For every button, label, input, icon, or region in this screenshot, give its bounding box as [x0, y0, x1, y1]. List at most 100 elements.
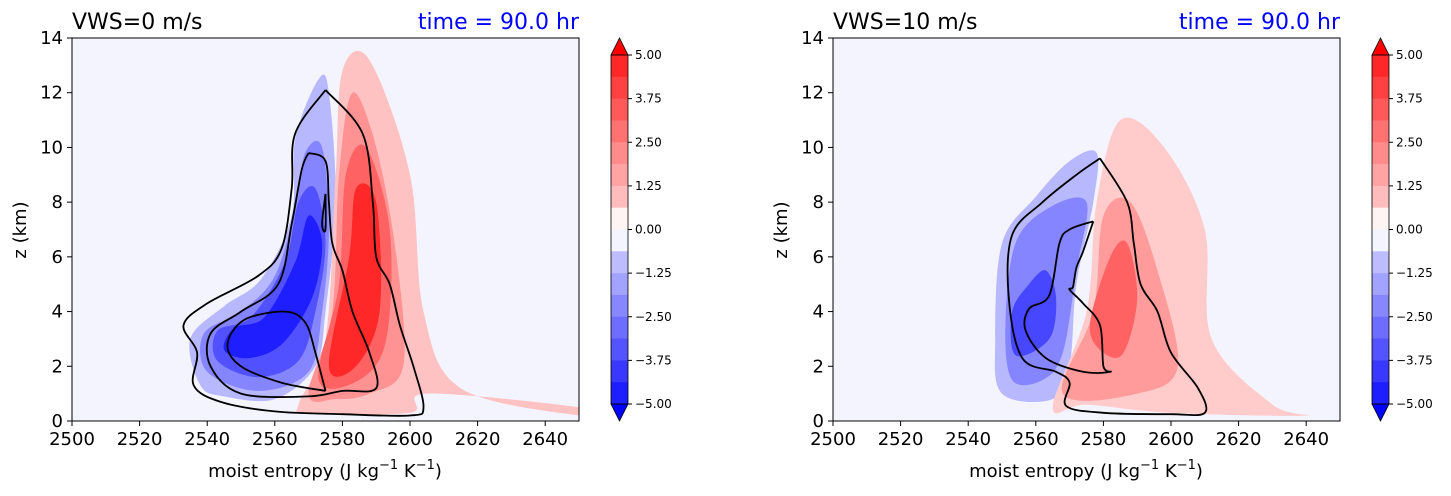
panel-vws-10: 2500 2520 2540 2560 2580 2600 2620 2640 0 2 4 6 8 10…	[771, 10, 1433, 482]
x-axis-label: moist entropy (J kg−1 K−1)	[969, 458, 1203, 482]
x-axis-ticks: 2500 2520 2540 2560 2580 2600 2620 2640	[810, 421, 1329, 450]
colorbar-band	[1372, 251, 1389, 274]
colorbar-tick-label: 5.00	[635, 48, 662, 62]
y-tick-label: 2	[52, 356, 63, 377]
colorbar: 5.00 3.75 2.50 1.25 0.00 −1.25 −2.50 −3.75 −5.00	[610, 37, 672, 422]
y-tick-label: 8	[52, 192, 63, 213]
colorbar: 5.00 3.75 2.50 1.25 0.00 −1.25 −2.50 −3.75 −5.00	[1371, 37, 1433, 422]
colorbar-tick-label: −2.50	[635, 310, 672, 324]
colorbar-band	[1372, 98, 1389, 121]
x-tick-label: 2540	[184, 429, 230, 450]
y-tick-label: 14	[801, 28, 824, 49]
x-tick-label: 2500	[810, 429, 856, 450]
x-axis-label: moist entropy (J kg−1 K−1)	[208, 458, 442, 482]
y-axis-label: z (km)	[10, 201, 31, 258]
colorbar-band	[611, 120, 628, 143]
colorbar-band	[1372, 382, 1389, 405]
x-tick-label: 2580	[319, 429, 365, 450]
contour-line	[321, 193, 327, 233]
contour-line	[226, 310, 327, 392]
colorbar-band	[611, 76, 628, 100]
colorbar-band	[1372, 164, 1389, 187]
y-tick-label: 8	[813, 192, 824, 213]
colorbar-band	[1372, 360, 1389, 383]
y-tick-label: 12	[801, 83, 824, 104]
colorbar-band	[1372, 316, 1389, 340]
colorbar-band	[1372, 120, 1389, 143]
positive-anomaly-region	[328, 183, 382, 377]
x-tick-label: 2600	[387, 429, 433, 450]
y-tick-label: 4	[813, 302, 824, 323]
colorbar-band	[611, 273, 628, 296]
colorbar-band	[1372, 76, 1389, 100]
colorbar-band	[611, 229, 628, 252]
x-tick-label: 2520	[878, 429, 924, 450]
y-tick-label: 6	[52, 247, 63, 268]
colorbar-tick-label: 3.75	[1396, 92, 1423, 106]
colorbar-band	[611, 142, 628, 165]
colorbar-tick-label: −5.00	[635, 397, 672, 411]
x-tick-label: 2500	[49, 429, 95, 450]
colorbar-band	[611, 164, 628, 187]
colorbar-band	[1372, 207, 1389, 230]
contour-line	[205, 152, 379, 398]
contour-lines	[182, 89, 425, 417]
x-tick-label: 2600	[1148, 429, 1194, 450]
panel-time-label: time = 90.0 hr	[1179, 10, 1341, 35]
colorbar-band	[1372, 142, 1389, 165]
colorbar-band	[1372, 338, 1389, 361]
plot-frame	[71, 37, 580, 422]
colorbar-tick-label: −3.75	[1396, 353, 1433, 367]
negative-anomaly-region	[223, 215, 323, 359]
colorbar-band	[611, 294, 628, 318]
colorbar-band	[611, 382, 628, 405]
colorbar-tick-label: 0.00	[1396, 223, 1423, 237]
colorbar-band	[611, 360, 628, 383]
colorbar-extend-max	[610, 37, 629, 56]
x-tick-label: 2640	[1283, 429, 1329, 450]
colorbar-tick-label: 5.00	[1396, 48, 1423, 62]
x-tick-label: 2640	[522, 429, 568, 450]
x-tick-label: 2560	[252, 429, 298, 450]
x-tick-label: 2580	[1080, 429, 1126, 450]
y-tick-label: 4	[52, 302, 63, 323]
panel-time-label: time = 90.0 hr	[418, 10, 580, 35]
colorbar-tick-label: 2.50	[1396, 135, 1423, 149]
colorbar-tick-label: 0.00	[635, 223, 662, 237]
plot-frame	[832, 37, 1341, 422]
y-tick-label: 12	[40, 83, 63, 104]
panel-title: VWS=0 m/s	[72, 10, 203, 35]
x-tick-label: 2560	[1013, 429, 1059, 450]
contour-line	[1006, 157, 1208, 417]
x-axis-ticks: 2500 2520 2540 2560 2580 2600 2620 2640	[49, 421, 568, 450]
colorbar-tick-label: 1.25	[1396, 179, 1423, 193]
contour-line	[1023, 220, 1112, 374]
colorbar-band	[1372, 229, 1389, 252]
colorbar-band	[611, 338, 628, 361]
colorbar-extend-min	[1371, 403, 1390, 422]
y-tick-label: 10	[801, 137, 824, 158]
x-tick-label: 2520	[117, 429, 163, 450]
colorbar-band	[611, 251, 628, 274]
x-tick-label: 2620	[1216, 429, 1262, 450]
contour-lines	[1006, 157, 1208, 417]
y-axis-ticks: 0 2 4 6 8 10 12 14	[801, 28, 833, 432]
y-tick-label: 14	[40, 28, 63, 49]
y-tick-label: 0	[52, 411, 63, 432]
colorbar-band	[611, 98, 628, 121]
colorbar-tick-label: 1.25	[635, 179, 662, 193]
colorbar-tick-label: −3.75	[635, 353, 672, 367]
y-tick-label: 2	[813, 356, 824, 377]
negative-anomaly-region	[1010, 270, 1057, 357]
x-tick-label: 2620	[455, 429, 501, 450]
colorbar-band	[611, 316, 628, 340]
colorbar-band	[1372, 185, 1389, 209]
colorbar-extend-max	[1371, 37, 1390, 56]
y-tick-label: 6	[813, 247, 824, 268]
colorbar-extend-min	[610, 403, 629, 422]
colorbar-band	[611, 55, 628, 78]
y-axis-label: z (km)	[771, 201, 792, 258]
colorbar-tick-label: −2.50	[1396, 310, 1433, 324]
y-tick-label: 0	[813, 411, 824, 432]
